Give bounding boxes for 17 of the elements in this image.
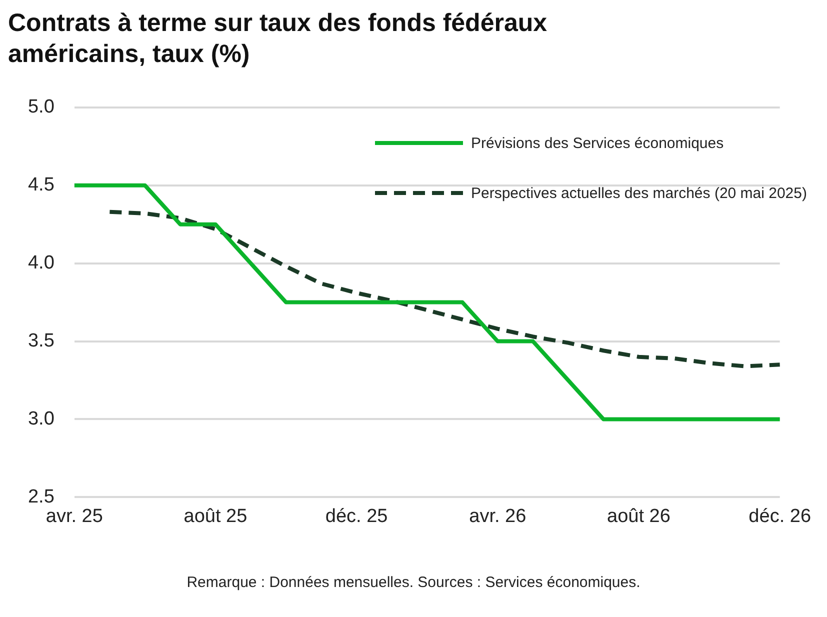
- legend-label: Prévisions des Services économiques: [471, 134, 724, 152]
- x-tick-label: avr. 25: [46, 506, 103, 527]
- line-series: [108, 210, 782, 368]
- x-tick-label: août 26: [607, 506, 670, 527]
- legend-label: Perspectives actuelles des marchés (20 mai 2025): [471, 184, 807, 202]
- x-tick-label: déc. 26: [748, 506, 811, 527]
- x-tick-label: avr. 26: [469, 506, 526, 527]
- y-tick-label: 4.5: [28, 174, 54, 196]
- text: Remarque : Données mensuelles. Sources : Services économiques.: [186, 574, 642, 591]
- x-tick-label: août 25: [184, 506, 248, 527]
- y-tick-label: 3.0: [28, 408, 54, 430]
- x-tick-label: déc. 25: [325, 506, 388, 527]
- y-tick-label: 5.0: [28, 96, 54, 118]
- y-tick-label: 3.5: [28, 330, 54, 352]
- chart-title: Contrats à terme sur taux des fonds fédéraux américains, taux (%): [8, 8, 548, 70]
- y-tick-label: 2.5: [28, 486, 54, 508]
- y-tick-label: 4.0: [28, 252, 54, 274]
